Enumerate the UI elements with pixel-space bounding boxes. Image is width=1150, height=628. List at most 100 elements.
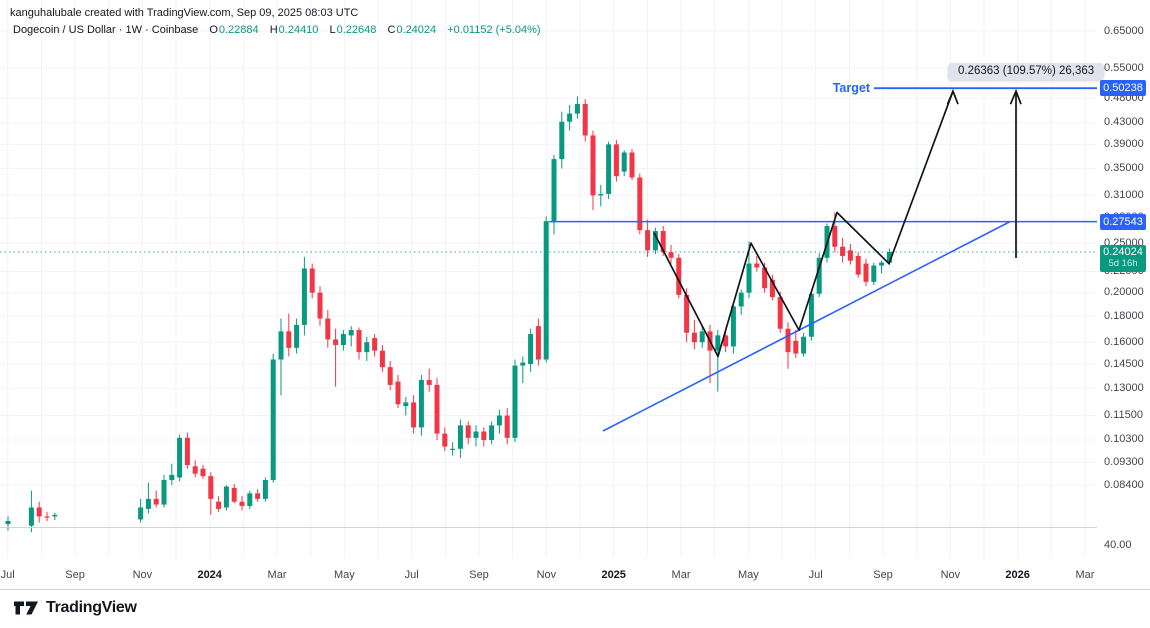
x-axis-tick: 2026 [1005,569,1030,581]
ohlc-open-label: O [209,24,218,36]
x-axis-tick: Jul [404,569,419,581]
candle-body [754,263,760,268]
ohlc-close-label: C [387,24,396,36]
candle-body [886,251,892,263]
price-axis[interactable]: 0.65000 0.55000 0.48000 0.43000 0.39000 0.350… [1097,0,1150,589]
candle-body [262,480,268,499]
candle-body [5,521,11,525]
candle-body [411,402,417,428]
candle-body [348,330,354,336]
x-axis-tick: Sep [873,569,893,581]
candle-body [668,252,674,258]
candle-body [450,448,456,450]
candle-body [364,342,370,353]
candle-body [278,331,284,360]
candle-body [777,297,783,329]
candle-body [208,476,214,499]
x-axis-tick: Mar [267,569,287,581]
x-axis-tick: Mar [671,569,691,581]
candle-body [543,221,549,360]
candle-body [301,268,307,325]
candle-body [504,415,510,438]
candle-body [785,328,791,353]
zigzag-projection-path[interactable] [653,90,954,358]
measurement-tooltip: 0.26363 (109.57%) 26,363 [948,63,1105,80]
candle-body [551,159,557,222]
candle-body [676,257,682,295]
candle-body [762,267,768,289]
candle-body [317,292,323,319]
symbol-title[interactable]: Dogecoin / US Dollar · 1W · Coinbase [13,24,199,36]
tradingview-logo[interactable]: TradingView [14,598,137,618]
candle-body [629,152,635,178]
y-axis-tick: 0.35000 [1104,161,1144,174]
footer-separator [0,589,1150,590]
y-axis-tick: 0.55000 [1104,61,1144,74]
candle-body [372,338,378,351]
candle-body [684,294,690,333]
candle-body [418,379,424,428]
candle-body [403,402,409,407]
candle-body [723,335,729,347]
candle-body [840,246,846,256]
x-axis-tick: 2025 [601,569,626,581]
candle-body [192,466,198,474]
candle-body [808,293,814,337]
candle-body [871,265,877,282]
candle-body [145,498,151,509]
candle-body [395,381,401,405]
candle-body [177,437,183,478]
candle-body [247,493,253,507]
candle-body [528,334,534,365]
candle-body [489,425,495,440]
ohlc-high-label: H [269,24,278,36]
y-axis-tick: 0.31000 [1104,188,1144,201]
candle-body [309,268,315,293]
candle-body [621,152,627,172]
arrowhead [946,88,959,105]
candle-body [855,255,861,275]
candle-body [598,193,604,196]
pane-divider[interactable] [0,527,1150,528]
y-axis-tick: 0.11500 [1104,409,1143,421]
candle-body [637,177,643,231]
candle-body [847,250,853,261]
y-axis-tick: 0.13000 [1104,381,1144,394]
candle-body [816,257,822,294]
x-axis-tick: Sep [469,569,489,581]
candle-body [699,331,705,343]
candle-body [715,335,721,351]
ohlc-low-value: 0.22648 [336,24,377,36]
candle-body [559,121,565,160]
time-axis[interactable]: Jul Sep Nov 2024 Mar May Jul Sep Nov 2025 Mar May Ju… [0,567,1150,587]
y-axis-tick: 0.10300 [1104,433,1144,446]
target-label-text[interactable]: Target [832,81,870,95]
candle-body [582,103,588,136]
ascending-trendline[interactable] [602,220,1011,432]
price-label-current: 0.24024 5d 16h [1100,244,1146,272]
candle-body [520,362,526,366]
candle-body [746,263,752,293]
candle-body [567,113,573,122]
candle-body [379,350,385,368]
price-label-target: 0.50238 [1100,80,1146,97]
candle-body [286,331,292,348]
y-axis-tick: 0.43000 [1104,116,1144,129]
y-axis-tick: 0.14500 [1104,357,1144,370]
candle-body [481,431,487,440]
candle-body [333,339,339,345]
candle-body [28,507,34,526]
x-axis-tick: 2024 [197,569,222,581]
candle-body [738,292,744,307]
indicator-axis-tick: 40.00 [1104,538,1132,551]
candle-body [161,480,167,505]
candle-body [442,433,448,447]
footer: TradingView [0,590,1150,628]
ohlc-low-label: L [329,24,336,36]
candle-body [473,431,479,438]
symbol-legend[interactable]: Dogecoin / US Dollar · 1W · Coinbase O 0.… [13,24,541,36]
candle-body [387,367,393,385]
candle-body [270,359,276,481]
